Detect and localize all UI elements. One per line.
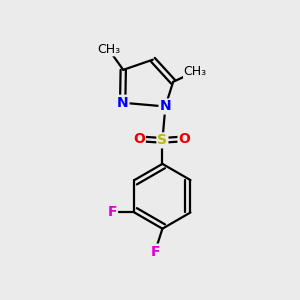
Text: CH₃: CH₃ (97, 43, 120, 56)
Text: F: F (107, 206, 117, 220)
Text: N: N (117, 96, 128, 110)
Text: O: O (133, 132, 145, 146)
Text: S: S (158, 133, 167, 147)
Text: O: O (178, 132, 190, 146)
Text: N: N (160, 100, 171, 113)
Text: F: F (150, 244, 160, 259)
Text: CH₃: CH₃ (184, 65, 207, 78)
